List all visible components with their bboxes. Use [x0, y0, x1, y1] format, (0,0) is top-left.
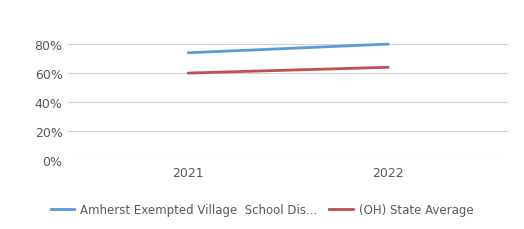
- Line: (OH) State Average: (OH) State Average: [188, 68, 388, 74]
- Amherst Exempted Village  School Dis...: [385, 44, 391, 46]
- (OH) State Average: [385, 67, 391, 69]
- Line: Amherst Exempted Village  School Dis...: Amherst Exempted Village School Dis...: [188, 45, 388, 54]
- (OH) State Average: [185, 72, 191, 75]
- Amherst Exempted Village  School Dis...: [185, 52, 191, 55]
- Legend: Amherst Exempted Village  School Dis..., (OH) State Average: Amherst Exempted Village School Dis..., …: [46, 199, 478, 221]
